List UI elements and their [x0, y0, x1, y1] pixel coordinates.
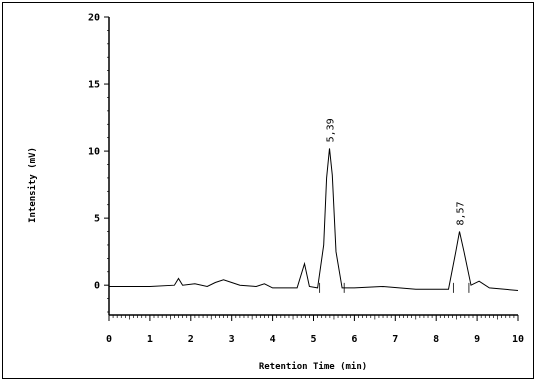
y-tick-label: 0	[94, 281, 100, 292]
y-axis-ticks: 0 5 10 15 20	[88, 13, 109, 313]
x-tick-label: 8	[433, 334, 439, 345]
y-tick-label: 5	[94, 214, 100, 225]
y-tick-label: 15	[88, 80, 100, 91]
x-axis-label: Retention Time (min)	[259, 361, 367, 372]
x-tick-label: 0	[106, 334, 112, 345]
x-tick-label: 4	[270, 334, 276, 345]
x-tick-label: 3	[229, 334, 235, 345]
x-axis-ticks: 0 1 2 3 4 5 6 7 8 9 10	[106, 315, 524, 345]
y-axis-label: Intensity (mV)	[27, 147, 38, 223]
x-tick-label: 2	[188, 334, 194, 345]
chart-frame: 0 5 10 15 20 0 1 2 3 4 5 6 7 8 9 10 5,39 8,57 Intensity…	[2, 2, 534, 379]
peak-annotations: 5,39 8,57	[325, 118, 466, 225]
x-tick-label: 7	[392, 334, 398, 345]
chromatogram-plot: 0 5 10 15 20 0 1 2 3 4 5 6 7 8 9 10 5,39 8,57 Intensity…	[27, 13, 524, 373]
y-tick-label: 20	[88, 13, 100, 24]
x-tick-label: 1	[147, 334, 153, 345]
peak-label: 5,39	[325, 118, 336, 142]
peak-label: 8,57	[456, 201, 467, 225]
chromatogram-trace	[109, 148, 519, 291]
x-tick-label: 9	[474, 334, 480, 345]
axes	[108, 17, 518, 316]
integration-marks	[319, 282, 470, 293]
x-tick-label: 6	[351, 334, 357, 345]
y-tick-label: 10	[88, 147, 100, 158]
x-tick-label: 5	[310, 334, 316, 345]
x-tick-label: 10	[512, 334, 524, 345]
